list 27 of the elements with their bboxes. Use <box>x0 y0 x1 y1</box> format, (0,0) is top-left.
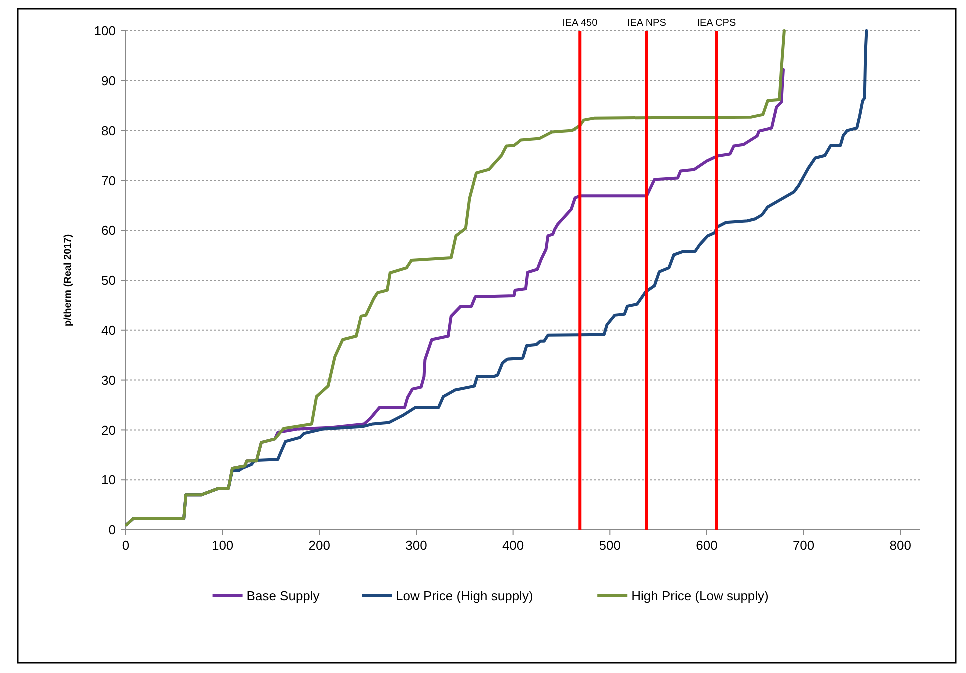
x-tick-label: 200 <box>308 538 331 553</box>
x-tick-label: 300 <box>406 538 428 553</box>
ref-line-label: IEA CPS <box>697 18 736 29</box>
y-tick-label: 50 <box>102 273 116 288</box>
y-tick-label: 40 <box>102 322 116 338</box>
y-tick-label: 60 <box>102 223 116 238</box>
x-tick-label: 600 <box>696 538 718 553</box>
legend-label: Base Supply <box>246 588 320 604</box>
legend-label: High Price (Low supply) <box>632 588 769 604</box>
x-tick-label: 0 <box>122 538 130 553</box>
x-tick-label: 800 <box>890 538 912 553</box>
y-tick-label: 100 <box>94 24 116 39</box>
x-tick-label: 500 <box>599 538 621 553</box>
y-tick-label: 10 <box>102 472 116 488</box>
y-axis-title: p/therm (Real 2017) <box>63 234 74 327</box>
y-tick-label: 0 <box>108 522 116 538</box>
ref-line-label: IEA NPS <box>627 18 667 29</box>
y-tick-label: 80 <box>102 123 116 138</box>
x-tick-label: 100 <box>212 538 234 553</box>
y-tick-label: 70 <box>102 173 116 188</box>
x-tick-label: 400 <box>502 538 524 553</box>
y-tick-label: 20 <box>102 422 116 438</box>
x-tick-label: 700 <box>792 538 815 553</box>
y-tick-label: 90 <box>102 73 116 88</box>
legend-label: Low Price (High supply) <box>396 588 534 604</box>
ref-line-label: IEA 450 <box>562 18 598 29</box>
y-tick-label: 30 <box>102 372 116 388</box>
